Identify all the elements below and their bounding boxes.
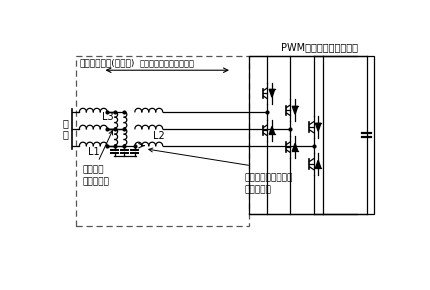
Text: L1: L1 <box>88 147 99 157</box>
Text: 主動力電流が流れる経路: 主動力電流が流れる経路 <box>140 60 195 69</box>
Text: 高周波リプル電流が
流れる経路: 高周波リプル電流が 流れる経路 <box>244 173 293 194</box>
Polygon shape <box>316 123 321 131</box>
Text: PWMコンバータユニット: PWMコンバータユニット <box>281 43 358 52</box>
Bar <box>77 56 249 226</box>
Text: L3: L3 <box>102 112 114 122</box>
Text: L2: L2 <box>153 131 164 141</box>
Polygon shape <box>269 126 275 134</box>
Bar <box>249 56 375 214</box>
Polygon shape <box>316 160 321 168</box>
Text: 追加した
リアクトル: 追加した リアクトル <box>83 166 109 186</box>
Polygon shape <box>292 143 298 151</box>
Text: フィルタ回路(新方式): フィルタ回路(新方式) <box>80 59 135 68</box>
Text: 電
源: 電 源 <box>63 118 68 139</box>
Polygon shape <box>269 89 275 97</box>
Polygon shape <box>292 106 298 114</box>
